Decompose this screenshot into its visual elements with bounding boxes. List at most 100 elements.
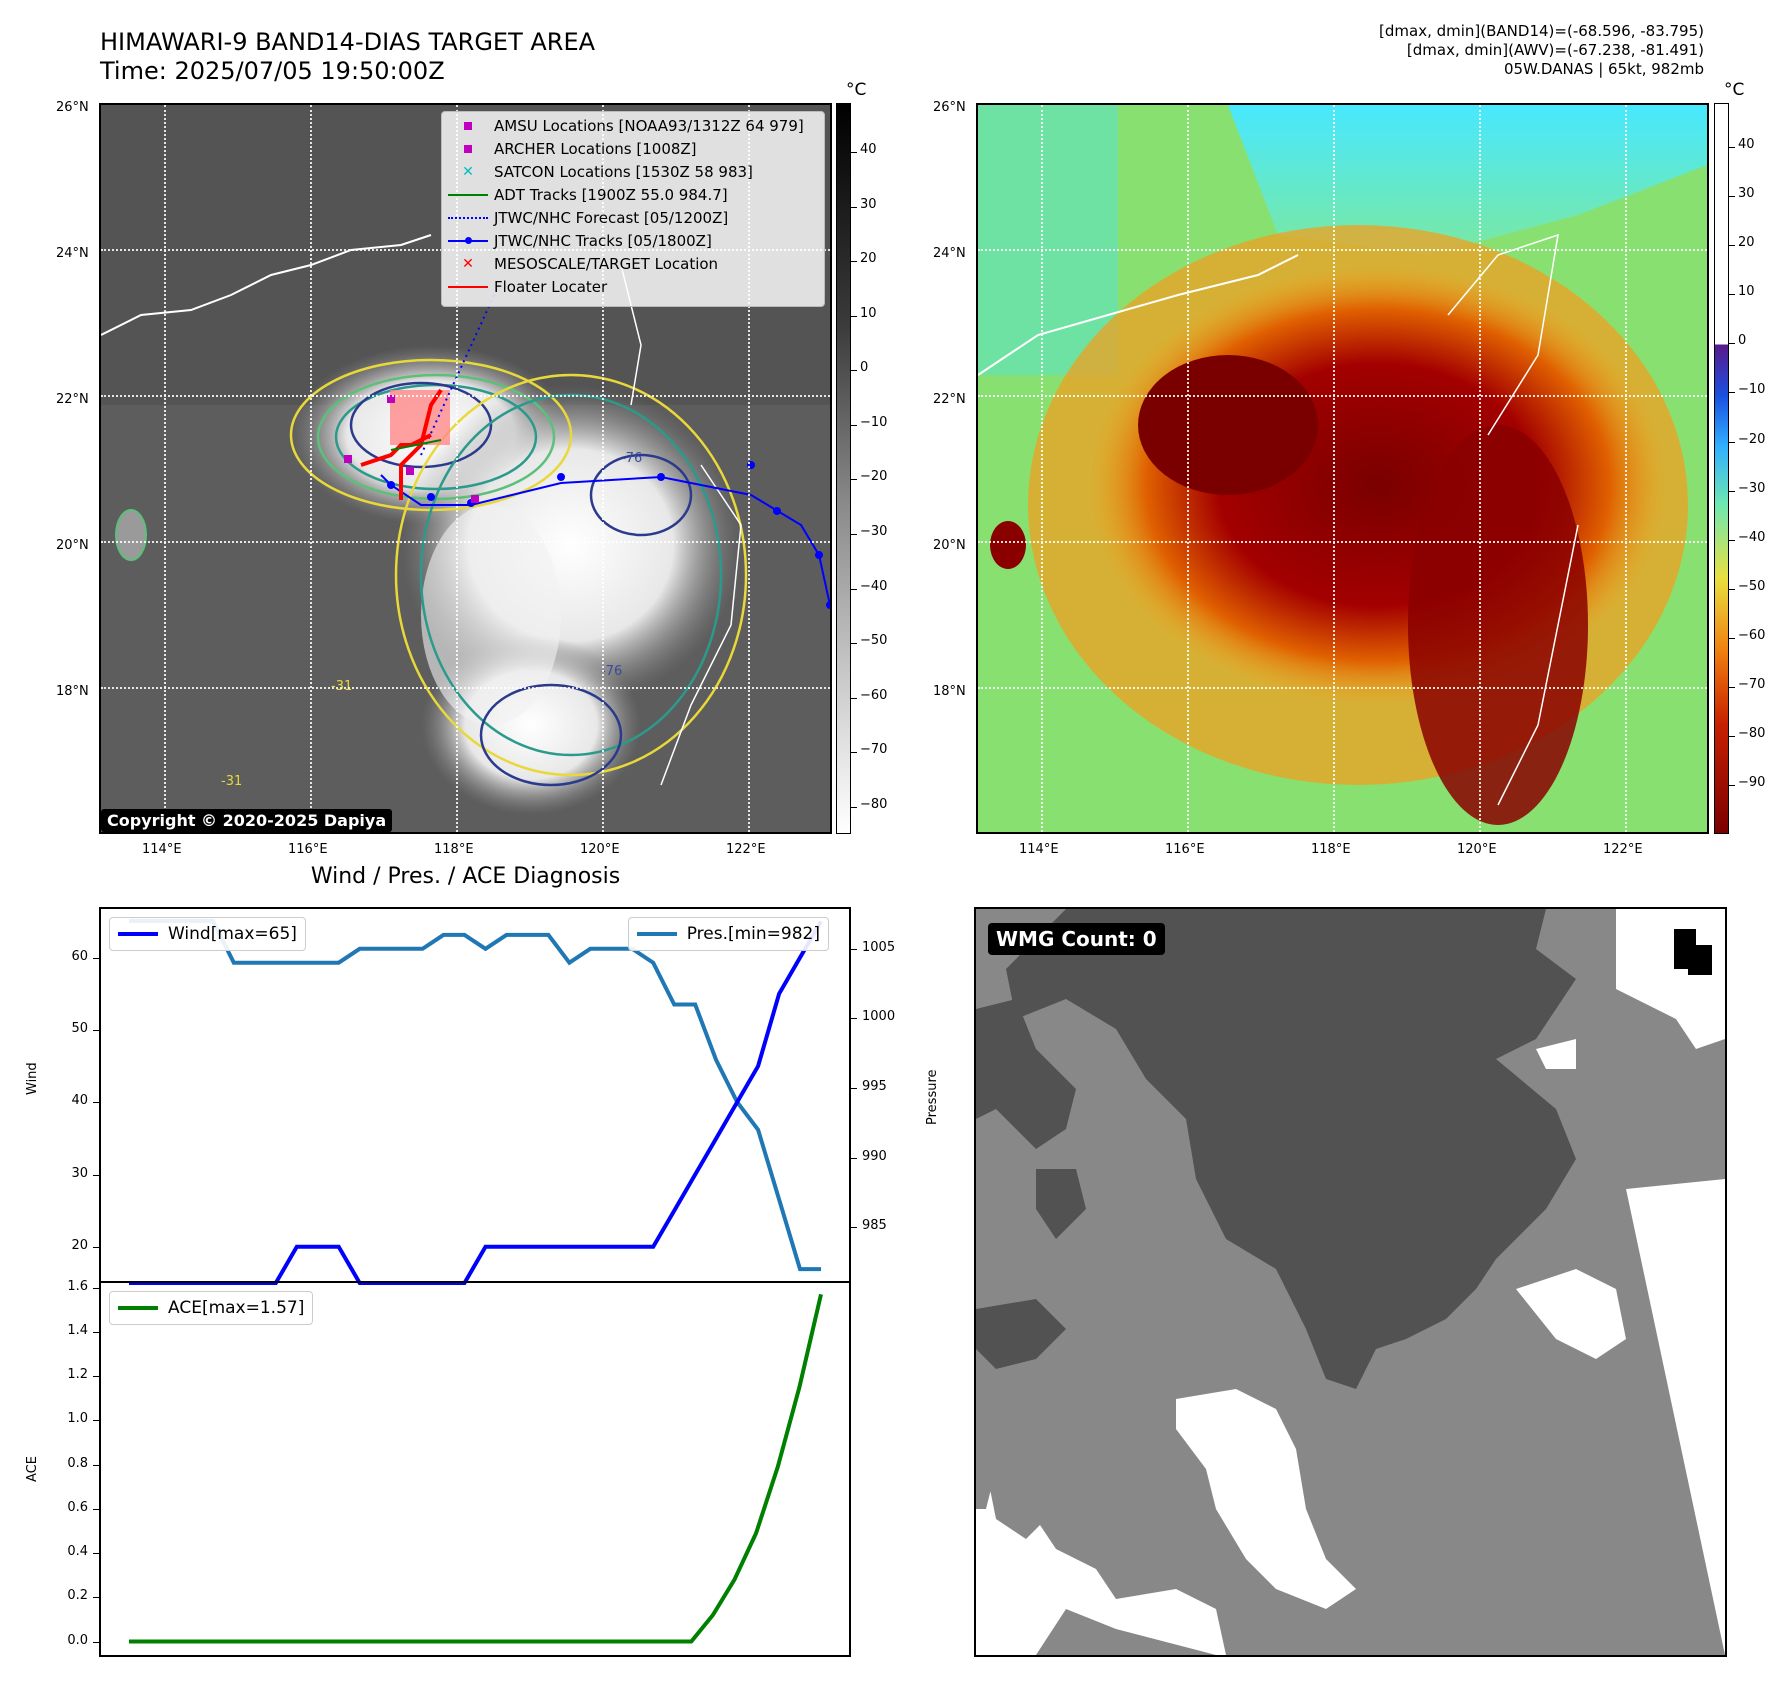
figure-title: HIMAWARI-9 BAND14-DIAS TARGET AREA Time:… <box>100 28 595 86</box>
wind-tick-mark <box>93 1102 99 1104</box>
awv-imagery <box>978 105 1707 832</box>
lat-label: 24°N <box>56 246 89 261</box>
colorbar-tick-mark <box>1729 588 1735 590</box>
colorbar-tick-label: −70 <box>860 742 888 758</box>
colorbar-tick-label: 20 <box>1738 235 1755 251</box>
line-marker-icon <box>448 280 488 294</box>
colorbar-tick-label: −20 <box>860 469 888 485</box>
colorbar-tick-mark <box>851 479 857 481</box>
colorbar-tick-mark <box>1729 294 1735 296</box>
ace-tick-mark <box>93 1331 99 1333</box>
ace-tick-mark <box>93 1464 99 1466</box>
legend-label: JTWC/NHC Tracks [05/1800Z] <box>494 231 712 250</box>
ace-tick-label: 1.0 <box>67 1411 88 1427</box>
colorbar-tick-mark <box>1729 784 1735 786</box>
colorbar-tick-label: −10 <box>1738 382 1766 398</box>
colorbar-tick-label: 10 <box>860 305 877 321</box>
wind-tick-mark <box>93 1246 99 1248</box>
colorbar-tick-mark <box>851 643 857 645</box>
wind-tick-mark <box>93 1029 99 1031</box>
colorbar-tick-label: −30 <box>1738 480 1766 496</box>
wind-axis-label: Wind <box>25 1062 40 1095</box>
plot-frame <box>99 1281 851 1657</box>
legend-item: ARCHER Locations [1008Z] <box>442 137 824 160</box>
colorbar-tick-mark <box>851 315 857 317</box>
info-line-1: [dmax, dmin](BAND14)=(-68.596, -83.795) <box>1379 22 1704 40</box>
pressure-legend-label: Pres.[min=982] <box>686 924 820 944</box>
storm-info: [dmax, dmin](BAND14)=(-68.596, -83.795) … <box>1379 22 1704 79</box>
wind-tick-mark <box>93 957 99 959</box>
pressure-tick-mark <box>851 1157 857 1159</box>
lon-label: 122°E <box>1603 842 1643 857</box>
colorbar-tick-mark <box>851 370 857 372</box>
colorbar-tick-label: 40 <box>1738 137 1755 153</box>
lat-label: 26°N <box>56 100 89 115</box>
colorbar-tick-label: 20 <box>860 251 877 267</box>
pressure-legend-swatch <box>636 932 677 936</box>
ace-axis-label: ACE <box>25 1456 40 1482</box>
pressure-tick-label: 985 <box>862 1218 887 1234</box>
x-marker-icon: ✕ <box>462 255 474 272</box>
pressure-tick-label: 1000 <box>862 1009 896 1025</box>
colorbar-tick-mark <box>1729 343 1735 345</box>
legend-label: JTWC/NHC Forecast [05/1200Z] <box>494 208 729 227</box>
colorbar-tick-mark <box>851 533 857 535</box>
colorbar-tick-mark <box>1729 147 1735 149</box>
colorbar-tick-mark <box>1729 245 1735 247</box>
colorbar-unit: °C <box>1724 80 1745 100</box>
pressure-tick-label: 990 <box>862 1148 887 1164</box>
info-line-2: [dmax, dmin](AWV)=(-67.238, -81.491) <box>1406 41 1704 59</box>
pressure-series-line <box>129 918 821 1272</box>
wind-tick-label: 60 <box>71 948 88 964</box>
ace-tick-label: 1.6 <box>67 1278 88 1294</box>
colorbar-tick-mark <box>851 261 857 263</box>
lat-label: 20°N <box>933 538 966 553</box>
pressure-legend: Pres.[min=982] <box>627 917 829 951</box>
legend-item: AMSU Locations [NOAA93/1312Z 64 979] <box>442 114 824 137</box>
colorbar-tick-label: −30 <box>860 523 888 539</box>
pressure-tick-mark <box>851 1227 857 1229</box>
svg-text:-31: -31 <box>221 774 242 789</box>
wind-legend: Wind[max=65] <box>109 917 306 951</box>
colorbar-tick-label: −10 <box>860 414 888 430</box>
legend-item: JTWC/NHC Tracks [05/1800Z] <box>442 229 824 252</box>
lon-label: 118°E <box>1311 842 1351 857</box>
ace-tick-mark <box>93 1376 99 1378</box>
dotted-line-icon <box>448 211 488 225</box>
band14-map: -76 -76 -31 -31 AMSU Locations [NOAA93/1… <box>99 103 832 834</box>
colorbar-tick-mark <box>851 206 857 208</box>
legend-item: JTWC/NHC Forecast [05/1200Z] <box>442 206 824 229</box>
ace-tick-label: 0.6 <box>67 1499 88 1515</box>
lon-label: 120°E <box>1457 842 1497 857</box>
ace-legend-swatch <box>118 1306 158 1310</box>
lat-label: 18°N <box>56 684 89 699</box>
wind-series-line <box>129 920 823 1285</box>
lon-label: 120°E <box>580 842 620 857</box>
copyright-label: Copyright © 2020-2025 Dapiya <box>101 809 393 832</box>
colorbar-tick-mark <box>851 752 857 754</box>
colorbar-tick-label: −90 <box>1738 774 1766 790</box>
line-dot-marker-icon <box>448 234 488 248</box>
lat-label: 18°N <box>933 684 966 699</box>
info-line-3: 05W.DANAS | 65kt, 982mb <box>1503 60 1704 78</box>
colorbar-tick-mark <box>1729 637 1735 639</box>
lon-label: 114°E <box>142 842 182 857</box>
colorbar-tick-mark <box>851 152 857 154</box>
wind-tick-label: 40 <box>71 1093 88 1109</box>
legend-label: MESOSCALE/TARGET Location <box>494 254 719 273</box>
wind-tick-mark <box>93 1174 99 1176</box>
wmg-panel: WMG Count: 0 <box>974 907 1727 1657</box>
colorbar-right <box>1714 103 1729 834</box>
ace-tick-mark <box>93 1508 99 1510</box>
map-legend: AMSU Locations [NOAA93/1312Z 64 979] ARC… <box>441 111 825 307</box>
colorbar-tick-label: −60 <box>860 687 888 703</box>
ace-tick-mark <box>93 1641 99 1643</box>
wind-pressure-chart: Wind[max=65] Pres.[min=982] <box>99 907 851 1285</box>
ace-tick-mark <box>93 1287 99 1289</box>
ace-series-line <box>129 1293 823 1644</box>
wind-legend-label: Wind[max=65] <box>168 924 297 944</box>
lat-label: 20°N <box>56 538 89 553</box>
ace-tick-label: 0.0 <box>67 1632 88 1648</box>
colorbar-left <box>836 103 851 834</box>
plot-frame <box>99 907 851 1283</box>
